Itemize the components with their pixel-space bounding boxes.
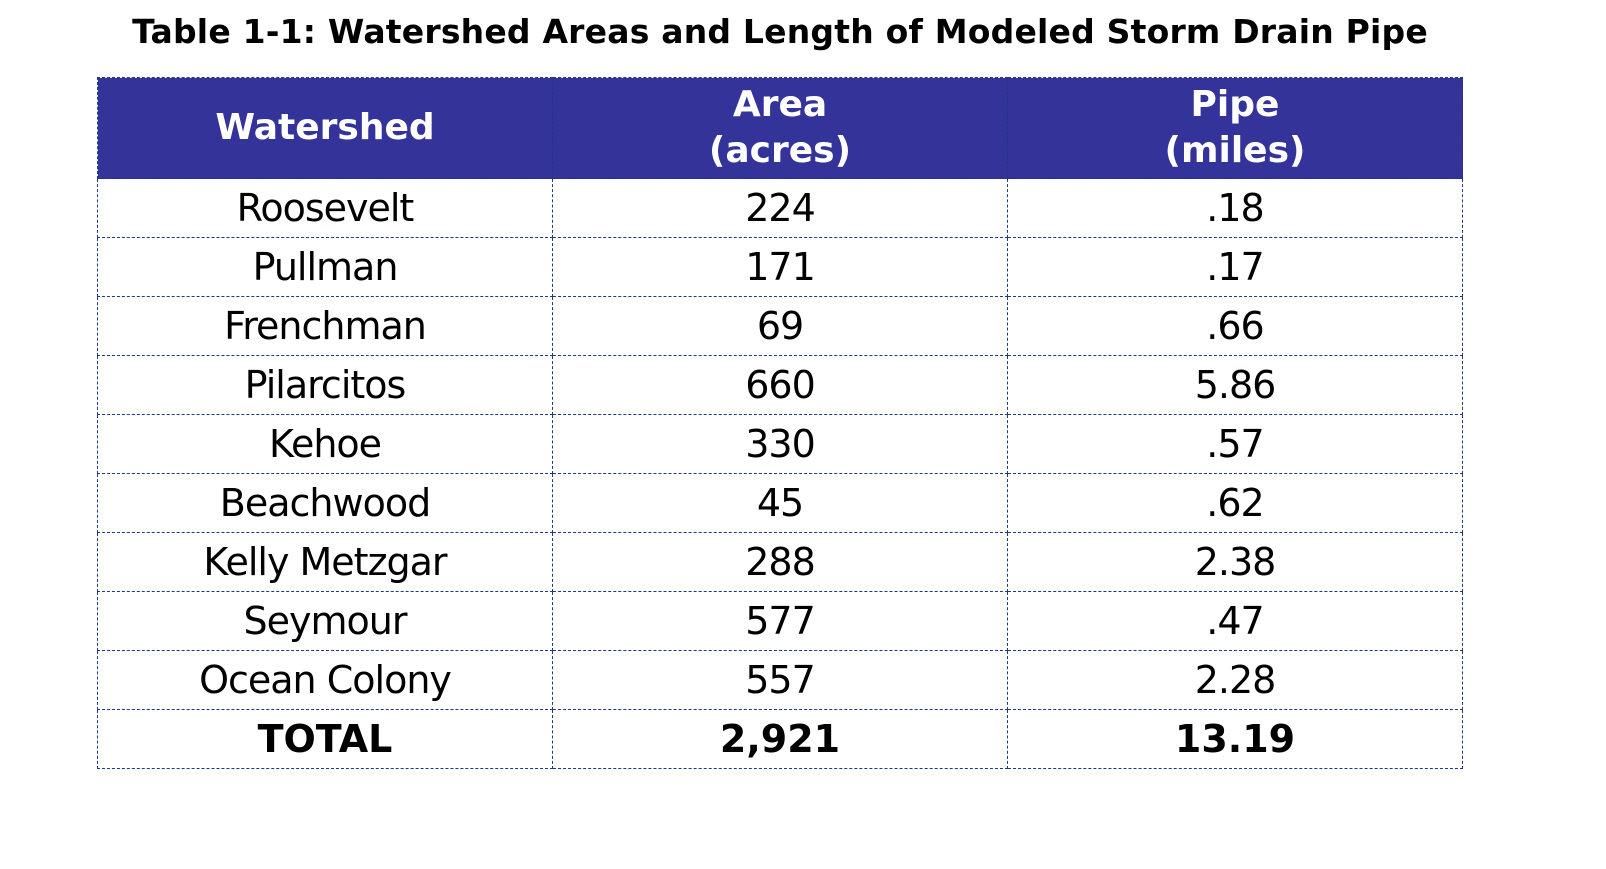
watershed-cell: Seymour bbox=[97, 591, 553, 651]
table-row: Beachwood 45.62 bbox=[97, 473, 1463, 533]
area-cell: 330 bbox=[552, 414, 1008, 474]
watershed-cell: Roosevelt bbox=[97, 178, 553, 238]
table-row: Roosevelt 224.18 bbox=[97, 178, 1463, 238]
pipe-cell: .18 bbox=[1007, 178, 1463, 238]
watershed-cell: Kelly Metzgar bbox=[97, 532, 553, 592]
area-cell: 288 bbox=[552, 532, 1008, 592]
table-row: Seymour 577.47 bbox=[97, 591, 1463, 651]
area-cell: 224 bbox=[552, 178, 1008, 238]
watershed-cell: Pullman bbox=[97, 237, 553, 297]
total-watershed-cell: TOTAL bbox=[97, 709, 553, 769]
header-watershed: Watershed bbox=[97, 77, 553, 179]
area-cell: 577 bbox=[552, 591, 1008, 651]
watershed-cell: Beachwood bbox=[97, 473, 553, 533]
header-unit: (acres) bbox=[708, 130, 852, 171]
pipe-cell: .57 bbox=[1007, 414, 1463, 474]
table-title: Table 1-1: Watershed Areas and Length of… bbox=[132, 12, 1428, 51]
header-label: Watershed bbox=[215, 107, 435, 148]
watershed-cell: Frenchman bbox=[97, 296, 553, 356]
area-cell: 171 bbox=[552, 237, 1008, 297]
pipe-cell: 2.28 bbox=[1007, 650, 1463, 710]
area-cell: 557 bbox=[552, 650, 1008, 710]
watershed-cell: Kehoe bbox=[97, 414, 553, 474]
table-row: Ocean Colony 557 2.28 bbox=[97, 650, 1463, 710]
area-cell: 69 bbox=[552, 296, 1008, 356]
header-row: Watershed Area (acres) Pipe (miles) bbox=[97, 77, 1463, 179]
pipe-cell: 5.86 bbox=[1007, 355, 1463, 415]
table-row: Pilarcitos 660 5.86 bbox=[97, 355, 1463, 415]
header-label: Pipe bbox=[1190, 84, 1280, 125]
table-row: Pullman 171.17 bbox=[97, 237, 1463, 297]
watershed-cell: Ocean Colony bbox=[97, 650, 553, 710]
total-row: TOTAL 2,921 13.19 bbox=[97, 709, 1463, 769]
pipe-cell: .17 bbox=[1007, 237, 1463, 297]
total-pipe-cell: 13.19 bbox=[1007, 709, 1463, 769]
pipe-cell: .47 bbox=[1007, 591, 1463, 651]
table-row: Kelly Metzgar 288 2.38 bbox=[97, 532, 1463, 592]
header-pipe: Pipe (miles) bbox=[1007, 77, 1463, 179]
header-unit: (miles) bbox=[1164, 130, 1306, 171]
watershed-table: Watershed Area (acres) Pipe (miles) Roosev… bbox=[97, 77, 1463, 769]
header-label: Area bbox=[732, 84, 828, 125]
area-cell: 660 bbox=[552, 355, 1008, 415]
table-row: Kehoe 330.57 bbox=[97, 414, 1463, 474]
pipe-cell: .62 bbox=[1007, 473, 1463, 533]
watershed-cell: Pilarcitos bbox=[97, 355, 553, 415]
table-row: Frenchman 69.66 bbox=[97, 296, 1463, 356]
pipe-cell: .66 bbox=[1007, 296, 1463, 356]
total-area-cell: 2,921 bbox=[552, 709, 1008, 769]
header-area: Area (acres) bbox=[552, 77, 1008, 179]
pipe-cell: 2.38 bbox=[1007, 532, 1463, 592]
area-cell: 45 bbox=[552, 473, 1008, 533]
